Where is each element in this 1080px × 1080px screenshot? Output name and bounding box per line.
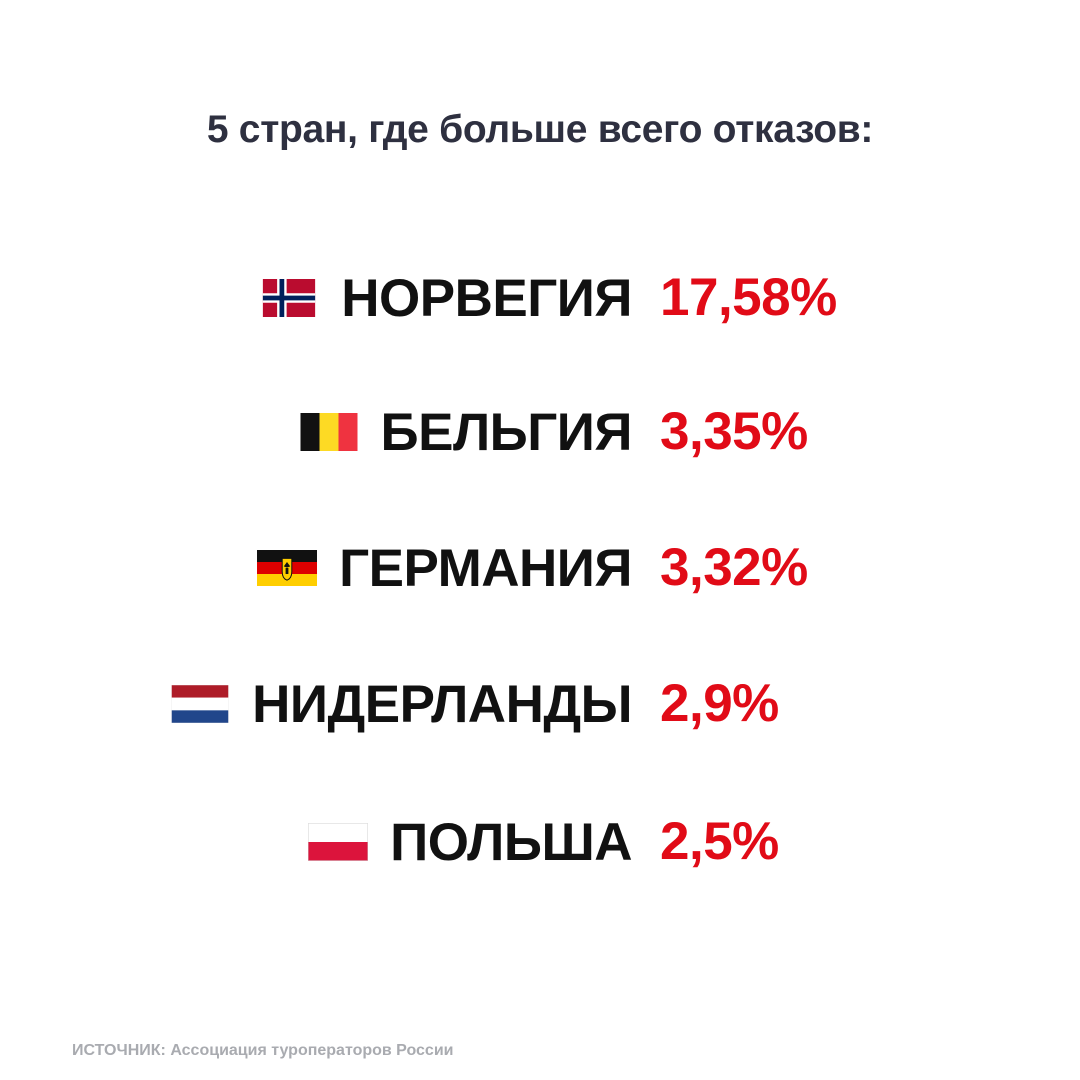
row-label-group: БЕЛЬГИЯ (299, 392, 633, 472)
value-label: 3,35% (660, 402, 808, 461)
belgium-flag-icon (300, 413, 358, 451)
row-label-group: ПОЛЬША (308, 802, 632, 882)
source-note: ИСТОЧНИК: Ассоциация туроператоров Росси… (72, 1042, 454, 1059)
table-row: БЕЛЬГИЯ 3,35% (0, 392, 1080, 472)
value-label: 3,32% (660, 538, 808, 597)
row-label-group: НОРВЕГИЯ (259, 258, 632, 338)
germany-flag-icon (257, 550, 318, 586)
country-label: НОРВЕГИЯ (341, 268, 632, 328)
row-label-group: НИДЕРЛАНДЫ (170, 664, 632, 744)
value-label: 2,5% (660, 812, 779, 871)
table-row: ГЕРМАНИЯ 3,32% (0, 528, 1080, 608)
netherlands-flag-icon (171, 685, 229, 723)
value-label: 2,9% (660, 674, 779, 733)
table-row: НОРВЕГИЯ 17,58% (0, 258, 1080, 338)
chart-title: 5 стран, где больше всего отказов: (206, 108, 874, 151)
country-label: БЕЛЬГИЯ (380, 402, 633, 462)
poland-flag-icon (308, 823, 369, 861)
table-row: ПОЛЬША 2,5% (0, 802, 1080, 882)
country-label: НИДЕРЛАНДЫ (252, 674, 632, 734)
row-label-group: ГЕРМАНИЯ (257, 528, 632, 608)
norway-flag-icon (263, 279, 316, 317)
country-label: ПОЛЬША (390, 812, 632, 872)
table-row: НИДЕРЛАНДЫ 2,9% (0, 664, 1080, 744)
value-label: 17,58% (660, 268, 837, 327)
country-label: ГЕРМАНИЯ (339, 538, 632, 598)
